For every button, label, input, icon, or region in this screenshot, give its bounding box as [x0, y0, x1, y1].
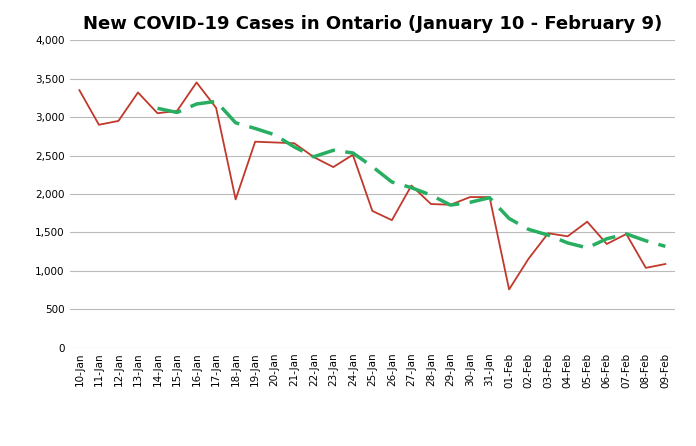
Title: New COVID-19 Cases in Ontario (January 10 - February 9): New COVID-19 Cases in Ontario (January 1… [83, 15, 662, 33]
